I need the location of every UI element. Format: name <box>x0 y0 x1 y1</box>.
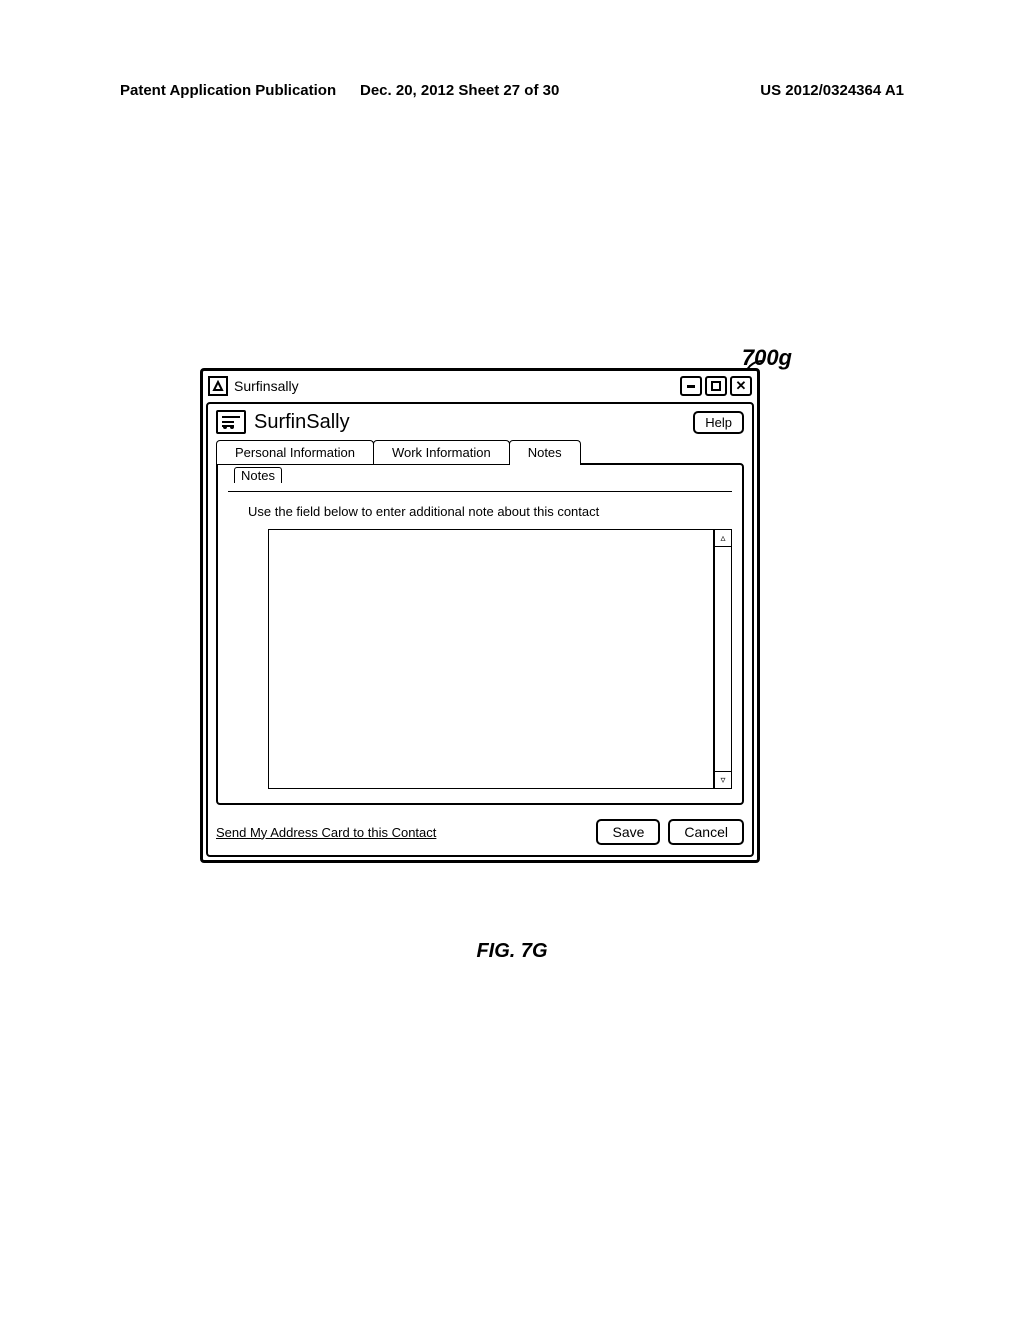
cancel-button[interactable]: Cancel <box>668 819 744 845</box>
scroll-down-button[interactable]: ▿ <box>714 771 732 789</box>
window-controls: ✕ <box>680 376 752 396</box>
notes-instruction: Use the field below to enter additional … <box>248 504 732 519</box>
notes-section-label: Notes <box>234 467 282 483</box>
titlebar: Surfinsally ✕ <box>206 374 754 402</box>
save-button[interactable]: Save <box>596 819 660 845</box>
scrollbar: ▵ ▿ <box>714 529 732 789</box>
tab-work-information[interactable]: Work Information <box>373 440 510 464</box>
header-left: Patent Application Publication <box>120 82 336 99</box>
contact-header: SurfinSally Help <box>216 410 744 434</box>
maximize-button[interactable] <box>705 376 727 396</box>
minimize-button[interactable] <box>680 376 702 396</box>
figure-caption: FIG. 7G <box>0 940 1024 963</box>
tab-panel-notes: Notes Use the field below to enter addit… <box>216 463 744 805</box>
scroll-up-button[interactable]: ▵ <box>714 529 732 547</box>
header-right: US 2012/0324364 A1 <box>760 82 904 99</box>
window-body: SurfinSally Help Personal Information Wo… <box>206 402 754 857</box>
contact-card-icon <box>216 410 246 434</box>
help-button[interactable]: Help <box>693 411 744 434</box>
footer-row: Send My Address Card to this Contact Sav… <box>216 819 744 845</box>
tab-notes[interactable]: Notes <box>509 440 581 464</box>
contact-name: SurfinSally <box>254 411 350 434</box>
app-icon <box>208 376 228 396</box>
send-address-card-link[interactable]: Send My Address Card to this Contact <box>216 825 436 840</box>
window-title: Surfinsally <box>234 378 680 394</box>
notes-textarea[interactable] <box>268 529 714 789</box>
tab-strip: Personal Information Work Information No… <box>216 440 744 464</box>
contact-window: Surfinsally ✕ SurfinSally Help Personal … <box>200 368 760 863</box>
close-button[interactable]: ✕ <box>730 376 752 396</box>
tab-personal-information[interactable]: Personal Information <box>216 440 374 464</box>
scroll-track[interactable] <box>714 547 732 771</box>
notes-section-frame: Use the field below to enter additional … <box>228 483 732 789</box>
header-center: Dec. 20, 2012 Sheet 27 of 30 <box>360 82 559 99</box>
